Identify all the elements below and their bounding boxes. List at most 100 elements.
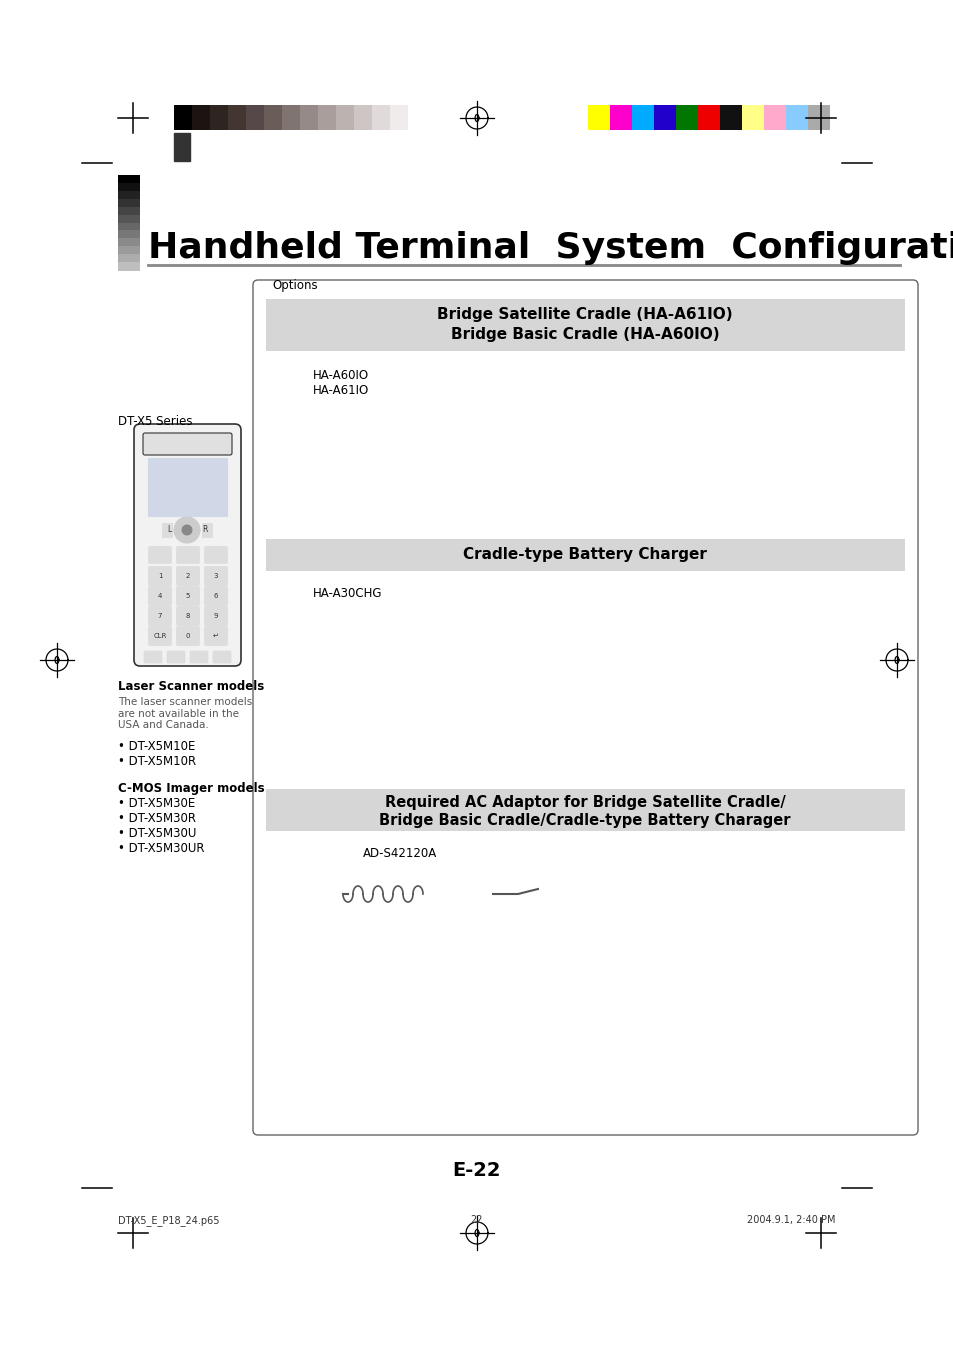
Bar bbox=[335, 105, 354, 130]
Text: The laser scanner models
are not available in the
USA and Canada.: The laser scanner models are not availab… bbox=[118, 697, 252, 730]
Bar bbox=[173, 132, 190, 161]
Text: 9: 9 bbox=[213, 613, 218, 619]
Text: 2004.9.1, 2:40 PM: 2004.9.1, 2:40 PM bbox=[747, 1215, 835, 1225]
Text: CLR: CLR bbox=[153, 634, 167, 639]
Bar bbox=[270, 282, 322, 288]
Polygon shape bbox=[388, 389, 560, 521]
Text: R: R bbox=[202, 526, 208, 535]
Text: 7: 7 bbox=[157, 613, 162, 619]
Circle shape bbox=[173, 517, 200, 543]
FancyBboxPatch shape bbox=[149, 627, 172, 646]
Polygon shape bbox=[409, 358, 587, 389]
FancyBboxPatch shape bbox=[204, 586, 227, 605]
Polygon shape bbox=[451, 411, 508, 436]
Polygon shape bbox=[435, 405, 524, 447]
Bar bbox=[390, 105, 408, 130]
Text: ↵: ↵ bbox=[213, 634, 218, 639]
Bar bbox=[317, 105, 335, 130]
FancyBboxPatch shape bbox=[176, 627, 199, 646]
Bar bbox=[564, 693, 582, 707]
Bar bbox=[118, 223, 140, 231]
Text: DT-X5 Series: DT-X5 Series bbox=[118, 415, 193, 428]
Bar bbox=[118, 215, 140, 223]
FancyBboxPatch shape bbox=[167, 651, 185, 663]
Text: Required AC Adaptor for Bridge Satellite Cradle/: Required AC Adaptor for Bridge Satellite… bbox=[384, 796, 784, 811]
FancyBboxPatch shape bbox=[176, 566, 199, 585]
Bar bbox=[118, 176, 140, 184]
Bar bbox=[266, 789, 904, 831]
Bar bbox=[354, 105, 372, 130]
FancyBboxPatch shape bbox=[204, 566, 227, 585]
Polygon shape bbox=[435, 631, 524, 673]
Text: DT-X5_E_P18_24.p65: DT-X5_E_P18_24.p65 bbox=[118, 1215, 219, 1225]
Text: 1: 1 bbox=[157, 573, 162, 580]
Polygon shape bbox=[428, 874, 493, 915]
Bar bbox=[676, 105, 698, 130]
Text: 2: 2 bbox=[186, 573, 190, 580]
Bar bbox=[202, 523, 212, 536]
Text: 0: 0 bbox=[186, 634, 190, 639]
Polygon shape bbox=[539, 358, 608, 489]
Text: Laser Scanner models: Laser Scanner models bbox=[118, 680, 264, 693]
Bar bbox=[452, 735, 462, 742]
FancyBboxPatch shape bbox=[176, 607, 199, 626]
FancyBboxPatch shape bbox=[149, 607, 172, 626]
Bar bbox=[210, 105, 228, 130]
FancyBboxPatch shape bbox=[204, 607, 227, 626]
Circle shape bbox=[182, 526, 192, 535]
Bar bbox=[282, 105, 299, 130]
Bar bbox=[118, 199, 140, 208]
Text: HA-A30CHG: HA-A30CHG bbox=[313, 586, 382, 600]
Bar bbox=[372, 105, 390, 130]
Text: HA-A61IO: HA-A61IO bbox=[313, 384, 369, 397]
FancyBboxPatch shape bbox=[149, 566, 172, 585]
Text: C-MOS Imager models: C-MOS Imager models bbox=[118, 782, 264, 794]
Text: Bridge Basic Cradle (HA-A60IO): Bridge Basic Cradle (HA-A60IO) bbox=[450, 327, 719, 343]
FancyBboxPatch shape bbox=[144, 651, 162, 663]
Bar bbox=[785, 105, 807, 130]
Text: Bridge Basic Cradle/Cradle-type Battery Charager: Bridge Basic Cradle/Cradle-type Battery … bbox=[379, 812, 790, 828]
Bar bbox=[741, 105, 763, 130]
Bar bbox=[118, 182, 140, 192]
Bar bbox=[631, 105, 654, 130]
FancyBboxPatch shape bbox=[204, 627, 227, 646]
Bar bbox=[118, 190, 140, 200]
Bar bbox=[148, 458, 227, 516]
Bar bbox=[266, 539, 904, 571]
Text: 8: 8 bbox=[186, 613, 190, 619]
Bar bbox=[433, 735, 443, 742]
Text: 4: 4 bbox=[157, 593, 162, 598]
Bar bbox=[654, 105, 676, 130]
Bar bbox=[698, 105, 720, 130]
Bar bbox=[118, 262, 140, 272]
Bar bbox=[414, 511, 424, 517]
FancyBboxPatch shape bbox=[143, 434, 232, 455]
Polygon shape bbox=[382, 684, 608, 762]
Bar bbox=[763, 105, 785, 130]
Bar bbox=[118, 231, 140, 239]
Bar bbox=[264, 105, 282, 130]
FancyBboxPatch shape bbox=[176, 586, 199, 605]
Bar bbox=[118, 254, 140, 263]
Bar bbox=[228, 105, 246, 130]
Text: E-22: E-22 bbox=[453, 1161, 500, 1179]
Text: Bridge Satellite Cradle (HA-A61IO): Bridge Satellite Cradle (HA-A61IO) bbox=[436, 307, 732, 322]
Text: Options: Options bbox=[272, 280, 317, 293]
FancyBboxPatch shape bbox=[149, 586, 172, 605]
FancyBboxPatch shape bbox=[253, 280, 917, 1135]
Text: Handheld Terminal  System  Configuration: Handheld Terminal System Configuration bbox=[148, 231, 953, 265]
Bar bbox=[162, 523, 172, 536]
FancyBboxPatch shape bbox=[204, 547, 227, 563]
Bar bbox=[246, 105, 264, 130]
Bar bbox=[118, 246, 140, 255]
Text: HA-A60IO: HA-A60IO bbox=[313, 369, 369, 382]
Text: L: L bbox=[167, 526, 171, 535]
FancyBboxPatch shape bbox=[213, 651, 231, 663]
Bar bbox=[192, 105, 210, 130]
Bar bbox=[433, 511, 443, 517]
Bar bbox=[564, 469, 582, 481]
Polygon shape bbox=[539, 584, 608, 715]
FancyBboxPatch shape bbox=[149, 547, 172, 563]
FancyBboxPatch shape bbox=[133, 424, 241, 666]
Bar bbox=[452, 511, 462, 517]
